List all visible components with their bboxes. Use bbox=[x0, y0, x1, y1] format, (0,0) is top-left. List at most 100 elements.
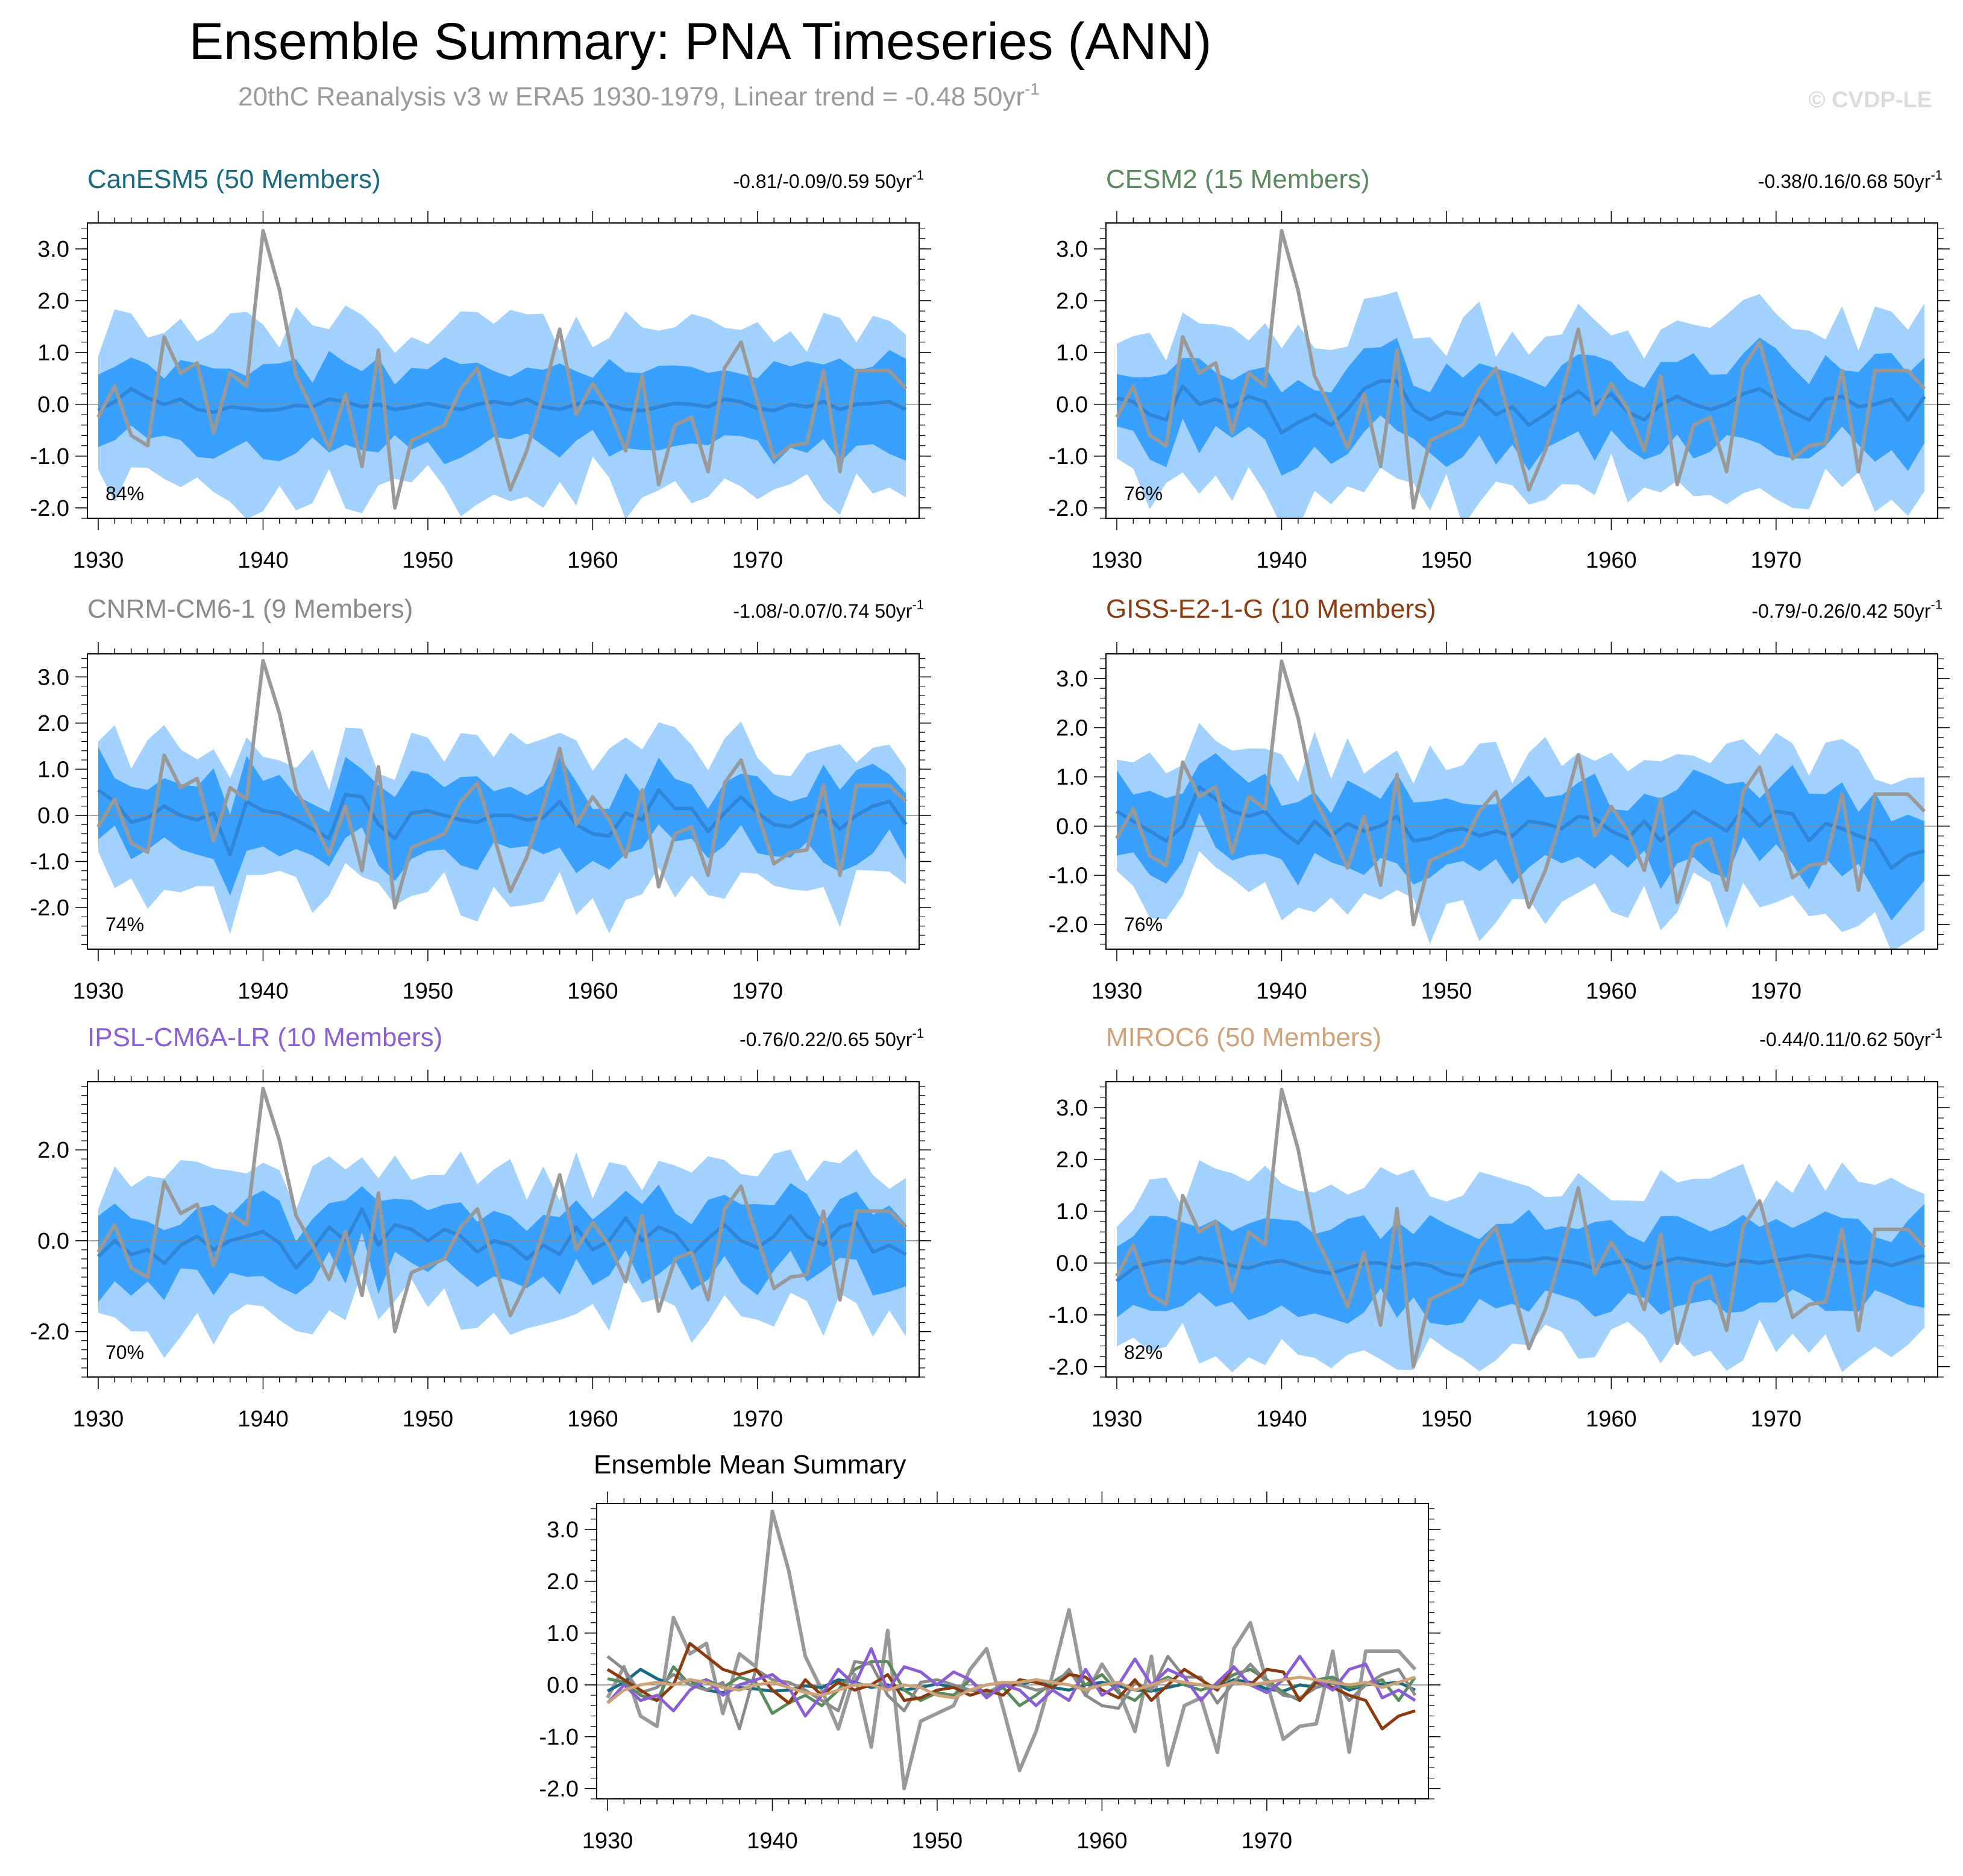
panel-4-ytick-label: -1.0 bbox=[1049, 864, 1088, 889]
summary-xtick-label: 1940 bbox=[747, 1828, 798, 1854]
panel-6-observed-line bbox=[1115, 1087, 1926, 1369]
panel-6-xtick-label: 1930 bbox=[1091, 1407, 1143, 1432]
panel-3-xtick-label: 1930 bbox=[73, 979, 124, 1004]
panel-1-xtick-label: 1970 bbox=[732, 548, 784, 573]
panel-1-ytick-label: -1.0 bbox=[30, 444, 69, 469]
panel-2-trend-superscript: -1 bbox=[1930, 168, 1943, 183]
summary-x-axis: 1930 1940 1950 1960 1970 bbox=[582, 1492, 1416, 1854]
panel-4-ensemble-mean-line bbox=[1116, 785, 1925, 870]
figure-subtitle: 20thC Reanalysis v3 w ERA5 1930-1979, Li… bbox=[238, 80, 1040, 111]
panel-3-ytick-label: 3.0 bbox=[37, 665, 69, 690]
panel-3-xtick-label: 1940 bbox=[237, 979, 289, 1004]
panel-5-trend-superscript: -1 bbox=[912, 1026, 924, 1041]
panel-6-ytick-label: 2.0 bbox=[1056, 1147, 1088, 1173]
summary-ytick-label: -1.0 bbox=[539, 1725, 579, 1750]
panel-3-trend-superscript: -1 bbox=[912, 597, 924, 612]
panel-6-x-axis: 1930 1940 1950 1960 1970 bbox=[1091, 1070, 1925, 1432]
panel-4-frame bbox=[1105, 653, 1938, 950]
panel-4-x-axis: 1930 1940 1950 1960 1970 bbox=[1091, 642, 1925, 1004]
panel-3-plot-area bbox=[87, 659, 919, 935]
panel-1-frame bbox=[87, 222, 920, 519]
panel-1-xtick-label: 1950 bbox=[403, 548, 454, 573]
panel-5-xtick-label: 1960 bbox=[567, 1407, 618, 1432]
panel-1-xtick-label: 1940 bbox=[237, 548, 289, 573]
panel-3-inner-spread-band bbox=[98, 747, 906, 896]
panel-6-ensemble-mean-line bbox=[1116, 1253, 1925, 1283]
panel-3: CNRM-CM6-1 (9 Members) -1.08/-0.07/0.74 5… bbox=[30, 594, 931, 1004]
panel-6-plot-area bbox=[1106, 1087, 1938, 1373]
panel-4-ytick-label: -2.0 bbox=[1049, 912, 1088, 938]
summary-frame bbox=[596, 1503, 1429, 1799]
panel-5-observed-line bbox=[96, 1087, 908, 1334]
panel-2-trend-stats: -0.38/0.16/0.68 50yr-1 bbox=[1758, 168, 1943, 192]
panel-4-trend-text: -0.79/-0.26/0.42 50yr bbox=[1751, 600, 1930, 622]
panel-3-ytick-label: 1.0 bbox=[37, 757, 69, 782]
panel-1-percent-label: 84% bbox=[105, 483, 144, 504]
panel-5-y-axis: 2.0 0.0 -2.0 bbox=[30, 1085, 931, 1378]
subtitle-text: 20thC Reanalysis v3 w ERA5 1930-1979, Li… bbox=[238, 82, 1025, 111]
summary-xtick-label: 1970 bbox=[1242, 1828, 1293, 1854]
panel-1-observed-line bbox=[96, 228, 908, 510]
panel-5-xtick-label: 1970 bbox=[732, 1407, 784, 1432]
panel-5-trend-stats: -0.76/0.22/0.65 50yr-1 bbox=[740, 1026, 924, 1050]
summary-y-axis: 3.0 2.0 1.0 0.0 -1.0 -2.0 bbox=[539, 1508, 1440, 1802]
panel-3-ensemble-mean-line bbox=[97, 788, 908, 856]
panel-4: GISS-E2-1-G (10 Members) -0.79/-0.26/0.42… bbox=[1049, 594, 1950, 1004]
panel-5-xtick-label: 1940 bbox=[237, 1407, 289, 1432]
panel-5-ytick-label: 0.0 bbox=[37, 1229, 69, 1254]
panel-6-ytick-label: -1.0 bbox=[1049, 1303, 1088, 1328]
panel-4-ytick-label: 1.0 bbox=[1056, 765, 1088, 790]
panel-5: IPSL-CM6A-LR (10 Members) -0.76/0.22/0.65… bbox=[30, 1023, 931, 1432]
panel-5-title: IPSL-CM6A-LR (10 Members) bbox=[87, 1023, 442, 1052]
panel-1-plot-area bbox=[87, 228, 919, 518]
panel-3-xtick-label: 1970 bbox=[732, 979, 784, 1004]
panel-5-trend-text: -0.76/0.22/0.65 50yr bbox=[740, 1029, 912, 1050]
panel-2-ytick-label: 2.0 bbox=[1056, 289, 1088, 314]
summary-model-mean-line-2 bbox=[607, 1660, 1417, 1715]
ensemble-mean-summary-panel: Ensemble Mean Summary 1930 1940 1950 1960 197… bbox=[539, 1450, 1440, 1854]
panel-2-xtick-label: 1940 bbox=[1256, 548, 1307, 573]
panel-1-xtick-label: 1960 bbox=[567, 548, 618, 573]
panel-2-ensemble-mean-line bbox=[1116, 379, 1926, 435]
summary-model-mean-line-3 bbox=[606, 1655, 1417, 1731]
model-panels: CanESM5 (50 Members) -0.81/-0.09/0.59 50y… bbox=[30, 165, 1950, 1432]
panel-6-trend-superscript: -1 bbox=[1930, 1026, 1943, 1041]
panel-3-ytick-label: -1.0 bbox=[30, 850, 69, 875]
panel-3-trend-stats: -1.08/-0.07/0.74 50yr-1 bbox=[733, 597, 924, 622]
panel-2-ytick-label: -1.0 bbox=[1049, 444, 1088, 469]
panel-2-ytick-label: 1.0 bbox=[1056, 340, 1088, 366]
panel-4-xtick-label: 1960 bbox=[1586, 979, 1637, 1004]
panel-1: CanESM5 (50 Members) -0.81/-0.09/0.59 50y… bbox=[30, 165, 931, 573]
panel-4-xtick-label: 1970 bbox=[1751, 979, 1802, 1004]
panel-1-ytick-label: 1.0 bbox=[37, 340, 69, 366]
summary-observed-line bbox=[606, 1509, 1417, 1790]
panel-3-ytick-label: 2.0 bbox=[37, 711, 69, 736]
summary-plot-area bbox=[597, 1509, 1428, 1790]
panel-4-plot-area bbox=[1106, 659, 1938, 949]
panel-1-ytick-label: 2.0 bbox=[37, 289, 69, 314]
panel-1-x-axis: 1930 1940 1950 1960 1970 bbox=[73, 211, 906, 573]
panel-1-y-axis: 3.0 2.0 1.0 0.0 -1.0 -2.0 bbox=[30, 227, 931, 521]
panel-2-xtick-label: 1970 bbox=[1751, 548, 1802, 573]
summary-xtick-label: 1960 bbox=[1076, 1828, 1128, 1854]
panel-4-title: GISS-E2-1-G (10 Members) bbox=[1106, 594, 1436, 624]
panel-1-title: CanESM5 (50 Members) bbox=[87, 165, 381, 194]
panel-6-trend-text: -0.44/0.11/0.62 50yr bbox=[1759, 1029, 1930, 1050]
panel-2-ytick-label: -2.0 bbox=[1049, 496, 1088, 521]
panel-4-xtick-label: 1940 bbox=[1256, 979, 1307, 1004]
panel-2-plot-area bbox=[1106, 228, 1938, 518]
panel-2-ytick-label: 3.0 bbox=[1056, 237, 1088, 262]
panel-6-title: MIROC6 (50 Members) bbox=[1106, 1023, 1381, 1052]
panel-6-xtick-label: 1970 bbox=[1751, 1407, 1802, 1432]
panel-2-observed-line bbox=[1115, 228, 1926, 510]
panel-3-y-axis: 3.0 2.0 1.0 0.0 -1.0 -2.0 bbox=[30, 658, 931, 945]
summary-xtick-label: 1930 bbox=[582, 1828, 633, 1854]
panel-5-percent-label: 70% bbox=[105, 1341, 144, 1363]
panel-4-ytick-label: 2.0 bbox=[1056, 716, 1088, 741]
panel-5-x-axis: 1930 1940 1950 1960 1970 bbox=[73, 1070, 906, 1432]
panel-1-trend-superscript: -1 bbox=[912, 168, 924, 183]
panel-2-frame bbox=[1105, 222, 1938, 519]
summary-xtick-label: 1950 bbox=[912, 1828, 963, 1854]
panel-6-percent-label: 82% bbox=[1124, 1341, 1163, 1363]
